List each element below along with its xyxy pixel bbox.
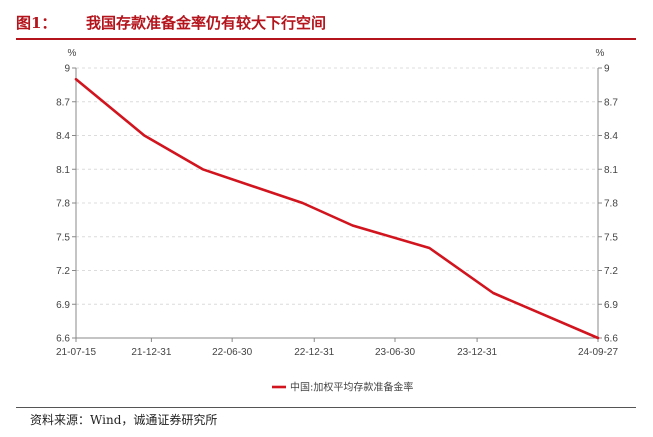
figure-header: 图1： 我国存款准备金率仍有较大下行空间 <box>16 10 636 36</box>
y-tick-label-left: 7.5 <box>56 232 70 243</box>
y-tick-label-left: 8.7 <box>56 97 70 108</box>
y-tick-label-left: 8.1 <box>56 165 70 176</box>
y-tick-label-right: 7.8 <box>604 199 618 210</box>
y-tick-label-left: 6.6 <box>56 334 70 345</box>
footer-rule <box>16 407 636 408</box>
y-tick-label-right: 8.4 <box>604 131 618 142</box>
y-tick-label-right: 6.6 <box>604 334 618 345</box>
legend-label: 中国:加权平均存款准备金率 <box>290 381 413 394</box>
x-tick-label: 23-12-31 <box>457 347 497 358</box>
y-tick-label-right: 8.7 <box>604 97 618 108</box>
y-unit-right: % <box>596 48 605 59</box>
y-tick-label-left: 7.2 <box>56 266 70 277</box>
y-tick-label-right: 6.9 <box>604 300 618 311</box>
x-tick-label: 22-06-30 <box>212 347 252 358</box>
y-tick-label-right: 7.2 <box>604 266 618 277</box>
x-tick-label: 21-12-31 <box>131 347 171 358</box>
y-unit-left: % <box>68 48 77 59</box>
x-tick-label: 22-12-31 <box>294 347 334 358</box>
series-line <box>74 77 600 340</box>
y-tick-label-left: 6.9 <box>56 300 70 311</box>
x-tick-label: 23-06-30 <box>375 347 415 358</box>
x-tick-label: 21-07-15 <box>56 347 96 358</box>
y-tick-label-right: 9 <box>604 64 610 75</box>
x-tick-label: 24-09-27 <box>578 347 618 358</box>
y-tick-label-right: 7.5 <box>604 232 618 243</box>
source-note: 资料来源：Wind，诚通证券研究所 <box>30 413 218 427</box>
figure-label: 图1： <box>16 14 57 32</box>
y-tick-label-left: 7.8 <box>56 199 70 210</box>
y-tick-label-right: 8.1 <box>604 165 618 176</box>
y-tick-label-left: 9 <box>64 64 70 75</box>
chart-title: 我国存款准备金率仍有较大下行空间 <box>86 14 327 32</box>
y-tick-label-left: 8.4 <box>56 131 70 142</box>
header-rule <box>16 38 636 40</box>
